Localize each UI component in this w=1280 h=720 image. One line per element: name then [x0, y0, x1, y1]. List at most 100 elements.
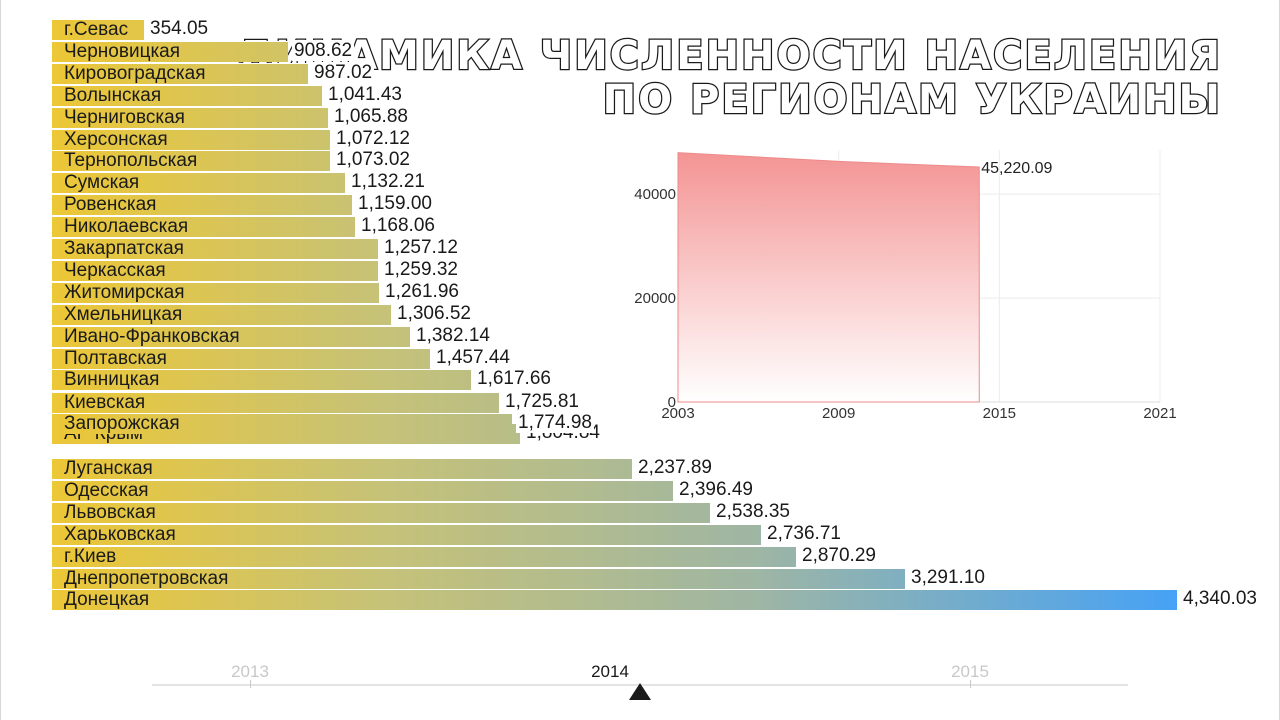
bar-fill [52, 239, 378, 259]
bar-value-label: 2,736.71 [765, 523, 843, 544]
bar-fill [52, 459, 632, 479]
bar-value-label: 1,041.43 [326, 84, 404, 105]
bar-27: Донецкая [52, 589, 1177, 610]
bar-label: Черкасская [64, 260, 166, 281]
bar-label: Сумская [64, 172, 140, 193]
bar-8: Сумская [52, 172, 345, 193]
bar-6: Херсонская [52, 129, 330, 150]
bar-fill [52, 569, 905, 589]
bar-fill [52, 42, 288, 62]
bar-label: Луганская [64, 458, 153, 479]
bar-label: Закарпатская [64, 238, 184, 259]
bar-fill [52, 393, 499, 413]
bar-value-label: 2,237.89 [636, 457, 714, 478]
bar-label: Львовская [64, 502, 156, 523]
bar-label: Черновицкая [64, 41, 181, 62]
bar-fill [52, 130, 330, 150]
bar-value-label: 1,725.81 [503, 391, 581, 412]
bar-label: Тернопольская [64, 150, 198, 171]
bar-9: Ровенская [52, 194, 352, 215]
bar-label: Кировоградская [64, 63, 206, 84]
bar-label: Полтавская [64, 348, 167, 369]
bar-fill [52, 64, 308, 84]
bar-value-label: 2,870.29 [800, 545, 878, 566]
timeline-year-2013[interactable]: 2013 [231, 662, 269, 681]
bar-fill [52, 261, 378, 281]
x-tick-label: 2015 [983, 405, 1016, 422]
bar-value-label: 1,065.88 [332, 106, 410, 127]
bar-value-label: 987.02 [312, 62, 375, 83]
bar-25: г.Киев [52, 546, 796, 567]
x-tick-label: 2003 [661, 405, 694, 422]
bar-fill [52, 305, 391, 325]
bar-3: Кировоградская [52, 63, 308, 84]
bar-fill [52, 108, 328, 128]
bar-fill [52, 525, 761, 545]
bar-12: Черкасская [52, 260, 378, 281]
bar-fill [52, 195, 352, 215]
bar-value-label: 1,072.12 [334, 128, 412, 149]
bar-15: Ивано-Франковская [52, 326, 410, 347]
timeline-tick [250, 680, 251, 688]
bar-value-label: 354.05 [148, 18, 211, 39]
bar-label: Николаевская [64, 216, 189, 237]
bar-value-label: 1,257.12 [382, 237, 460, 258]
bar-chart: г.Севас 354.05 Черновицкая 908.62 Кировоград… [52, 18, 1259, 610]
timeline-year-2014[interactable]: 2014 [591, 662, 629, 681]
area-end-value-label: 45,220.09 [981, 160, 1052, 177]
bar-value-label: 2,396.49 [677, 479, 755, 500]
title-line-1: ДИНАМИКА ЧИСЛЕННОСТИ НАСЕЛЕНИЯ [236, 33, 1222, 80]
bar-value-label: 1,774.98 [516, 412, 594, 433]
y-tick-label: 0 [668, 394, 676, 411]
bar-value-label: 1,382.14 [414, 325, 492, 346]
bar-fill [52, 414, 512, 434]
bar-value-label: 3,291.10 [909, 567, 987, 588]
bar-value-label: 1,617.66 [475, 368, 553, 389]
title-line-2: ПО РЕГИОНАМ УКРАИНЫ [601, 77, 1222, 124]
frame-edge-left [0, 0, 1, 720]
bar-fill [52, 173, 345, 193]
bar-value-label: 4,340.03 [1181, 588, 1259, 609]
bar-26: Днепропетровская [52, 568, 905, 589]
bar-label: г.Киев [64, 546, 117, 567]
bar-fill [52, 283, 379, 303]
bar-fill [52, 151, 330, 171]
y-tick-label: 40000 [634, 186, 676, 203]
bar-1: г.Севас [52, 19, 144, 40]
y-tick-label: 20000 [634, 290, 676, 307]
bar-label: Хмельницкая [64, 304, 183, 325]
bar-label: Ивано-Франковская [64, 326, 240, 347]
bar-4: Волынская [52, 85, 322, 106]
bar-label: г.Севас [64, 19, 129, 40]
bar-label: Херсонская [64, 129, 168, 150]
bar-label: Ровенская [64, 194, 157, 215]
bar-24: Харьковская [52, 524, 761, 545]
timeline-year-2015[interactable]: 2015 [951, 662, 989, 681]
bar-16: Полтавская [52, 348, 430, 369]
bar-value-label: 1,132.21 [349, 171, 427, 192]
bar-value-label: 1,457.44 [434, 347, 512, 368]
bar-label: Киевская [64, 392, 146, 413]
bar-18: Киевская [52, 392, 499, 413]
bar-value-label: 1,073.02 [334, 149, 412, 170]
bar-10: Николаевская [52, 216, 355, 237]
bar-label: Житомирская [64, 282, 185, 303]
timeline-play-marker[interactable] [629, 683, 651, 700]
bar-value-label: 1,159.00 [356, 193, 434, 214]
bar-23: Львовская [52, 502, 710, 523]
bar-label: Донецкая [64, 589, 150, 610]
bar-value-label: 2,538.35 [714, 501, 792, 522]
bar-5: Черниговская [52, 107, 328, 128]
bar-value-label: 908.62 [292, 40, 355, 61]
bar-2: Черновицкая [52, 41, 288, 62]
bar-21: Луганская [52, 458, 632, 479]
bar-fill [52, 503, 710, 523]
bar-fill [52, 20, 144, 40]
bar-fill [52, 327, 410, 347]
bar-7: Тернопольская [52, 150, 330, 171]
bar-fill [52, 481, 673, 501]
bar-fill [52, 349, 430, 369]
bar-fill [52, 590, 1177, 610]
bar-value-label: 1,306.52 [395, 303, 473, 324]
